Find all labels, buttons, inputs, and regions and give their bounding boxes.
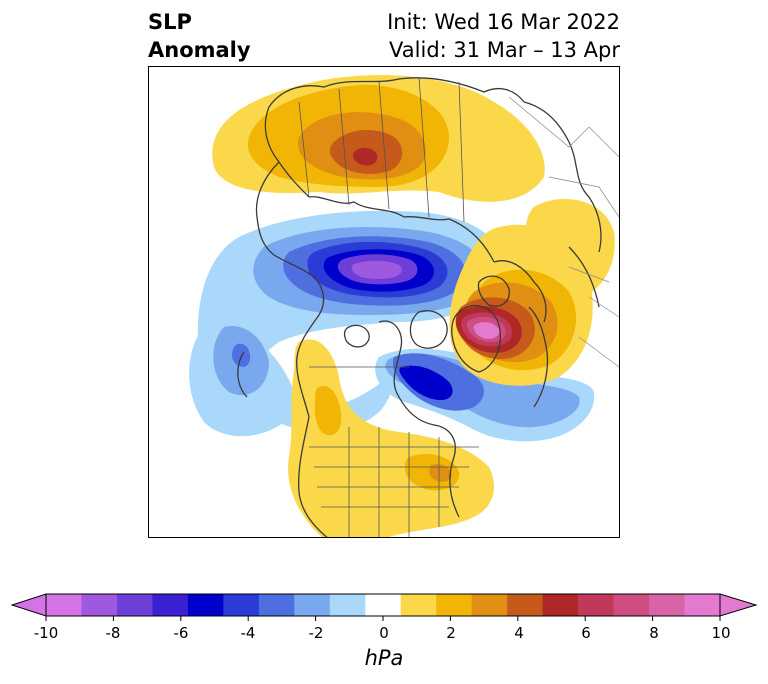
colorbar-segment	[684, 594, 721, 616]
positive-anomaly-greenland	[449, 224, 593, 386]
colorbar-segment	[578, 594, 615, 616]
colorbar-segment	[400, 594, 437, 616]
colorbar-segment	[436, 594, 473, 616]
title-line-slp: SLP	[148, 10, 192, 34]
tick-label: -6	[173, 624, 189, 642]
colorbar	[10, 593, 758, 621]
colorbar-segment	[187, 594, 224, 616]
colorbar-segment	[365, 594, 402, 616]
map-title: SLP Anomaly	[148, 8, 251, 64]
colorbar-segment	[294, 594, 331, 616]
valid-date-range: Valid: 31 Mar – 13 Apr	[389, 38, 620, 62]
colorbar-segment	[152, 594, 189, 616]
colorbar-segment	[258, 594, 295, 616]
edge-mask	[149, 282, 153, 322]
colorbar-segment	[542, 594, 579, 616]
negative-anomaly-arctic	[189, 210, 501, 437]
colorbar-extend-min	[10, 593, 47, 617]
colorbar-segment	[46, 594, 82, 616]
anomaly-map	[148, 66, 620, 538]
tick-label: 6	[581, 624, 591, 642]
tick-label: 4	[514, 624, 524, 642]
tick-label: -4	[240, 624, 256, 642]
colorbar-segment	[649, 594, 686, 616]
political-borders	[298, 76, 479, 537]
positive-anomaly-usa	[288, 339, 495, 537]
colorbar-segment	[329, 594, 366, 616]
date-info: Init: Wed 16 Mar 2022 Valid: 31 Mar – 13…	[387, 8, 620, 64]
negative-anomaly-hudson	[375, 348, 595, 442]
colorbar-segment	[81, 594, 118, 616]
title-line-anomaly: Anomaly	[148, 38, 251, 62]
colorbar-extend-max	[719, 593, 758, 617]
tick-label: 10	[711, 624, 731, 642]
positive-anomaly-eurasia	[212, 75, 545, 202]
tick-label: 2	[446, 624, 456, 642]
colorbar-unit-label: hPa	[364, 646, 404, 670]
colorbar-segment	[507, 594, 544, 616]
colorbar-segment	[613, 594, 650, 616]
tick-label: 0	[379, 624, 389, 642]
colorbar-segment	[471, 594, 508, 616]
colorbar-segment	[223, 594, 260, 616]
map-svg	[149, 75, 619, 537]
tick-label: -2	[308, 624, 324, 642]
init-date: Init: Wed 16 Mar 2022	[387, 10, 620, 34]
colorbar-segment	[116, 594, 153, 616]
tick-label: -8	[105, 624, 121, 642]
coastlines	[237, 77, 602, 537]
tick-label: 8	[649, 624, 659, 642]
europe-borders	[508, 96, 619, 368]
tick-label: -10	[33, 624, 59, 642]
